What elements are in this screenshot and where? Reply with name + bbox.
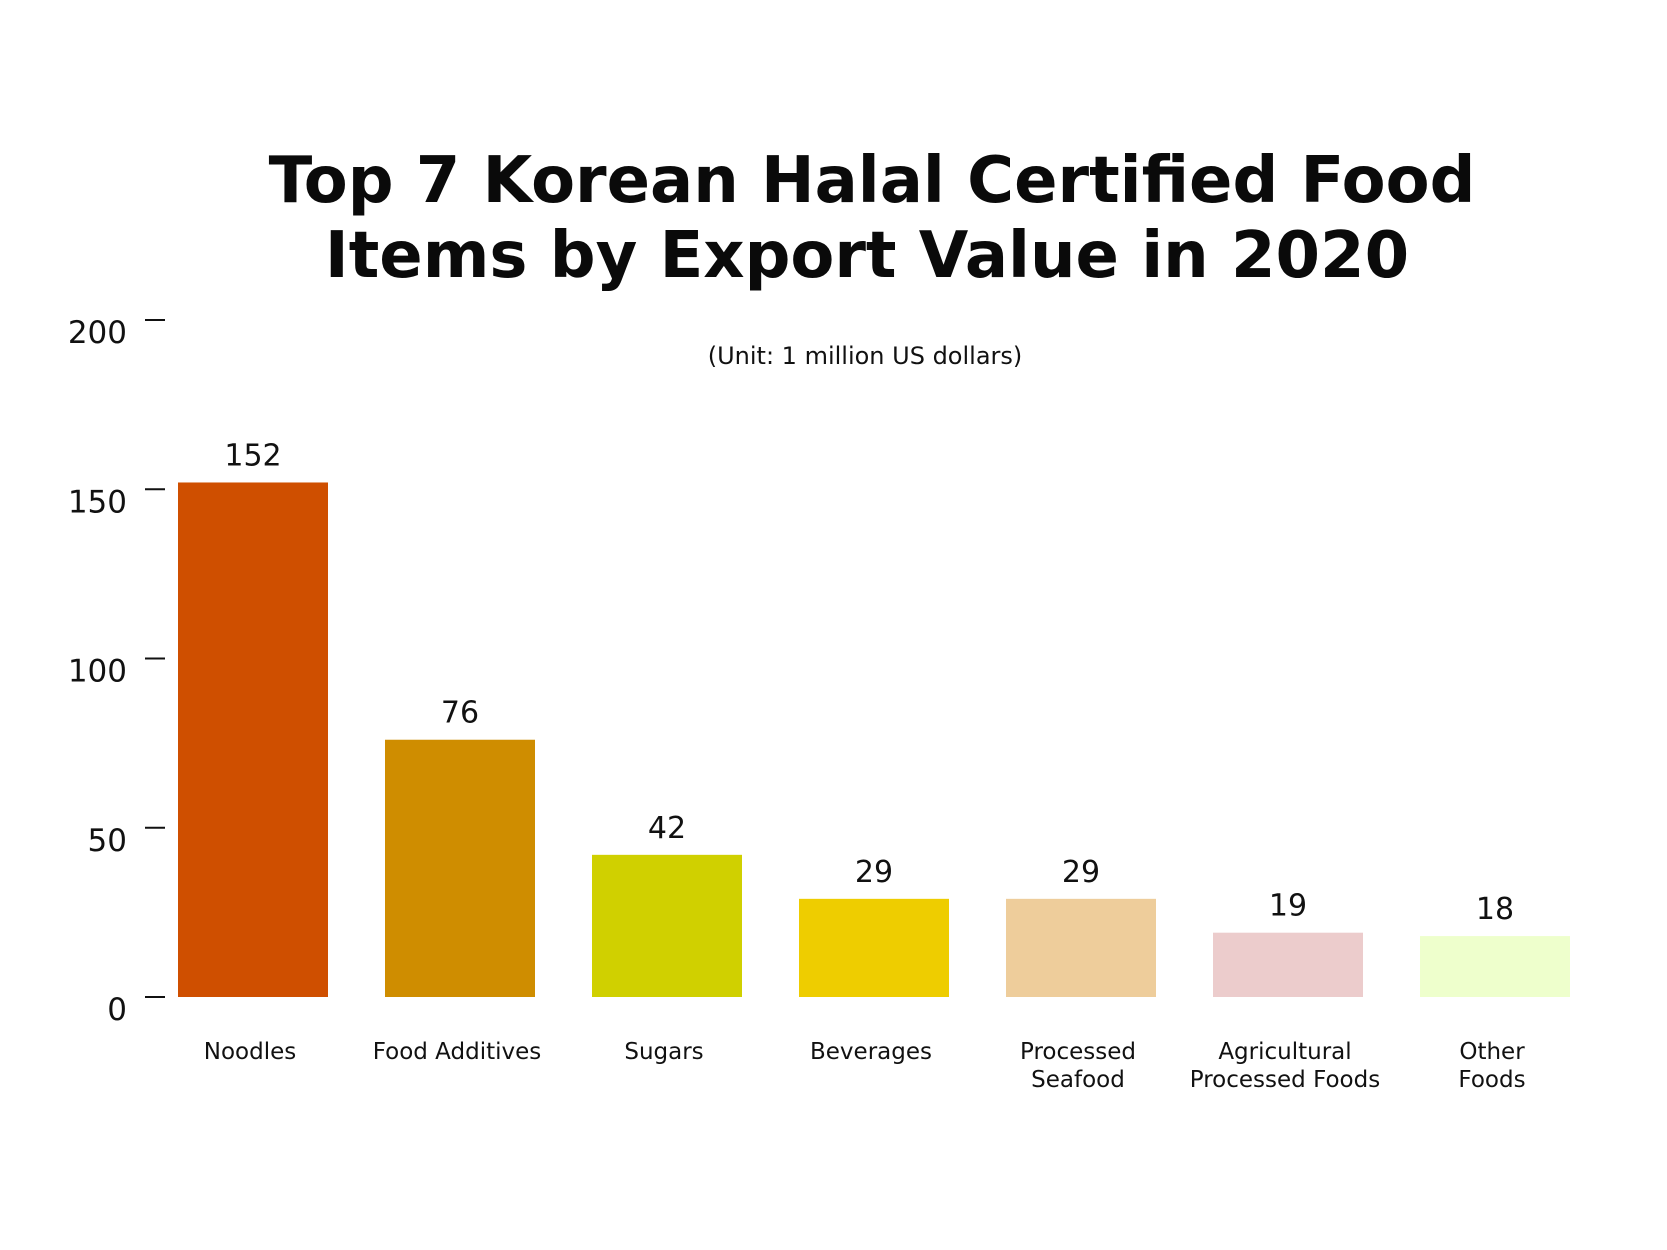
x-tick-label-food-additives: Food Additives: [373, 1039, 542, 1065]
x-tick-label-noodles: Noodles: [204, 1039, 296, 1065]
value-label-beverages: 29: [855, 855, 893, 890]
bar-sugars: [592, 854, 742, 997]
x-tick-label-processed-seafood-line-1: Processed: [1020, 1039, 1136, 1065]
chart-title: Top 7 Korean Halal Certified Food Items …: [269, 144, 1476, 293]
chart-title-line-2: Items by Export Value in 2020: [325, 219, 1409, 293]
x-tick-label-agricultural-processed-foods-line-1: Agricultural: [1218, 1039, 1351, 1065]
y-tick-label-150: 150: [68, 484, 127, 520]
value-label-food-additives: 76: [441, 696, 479, 731]
y-tick-label-200: 200: [68, 315, 127, 351]
bar-agricultural-processed-foods: [1213, 932, 1363, 997]
x-tick-label-processed-seafood-line-2: Seafood: [1031, 1067, 1125, 1093]
chart-title-line-1: Top 7 Korean Halal Certified Food: [269, 144, 1476, 218]
x-tick-label-beverages: Beverages: [810, 1039, 932, 1065]
bars-group: [178, 482, 1570, 998]
chart-subtitle: (Unit: 1 million US dollars): [708, 342, 1023, 370]
value-label-sugars: 42: [648, 811, 686, 846]
bar-food-additives: [385, 739, 535, 997]
value-label-other-foods: 18: [1476, 892, 1514, 927]
bar-noodles: [178, 482, 328, 998]
y-tick-label-0: 0: [107, 992, 127, 1028]
y-tick-label-100: 100: [68, 654, 127, 690]
bar-processed-seafood: [1006, 898, 1156, 997]
bar-other-foods: [1420, 936, 1570, 997]
x-tick-label-agricultural-processed-foods-line-2: Processed Foods: [1190, 1067, 1380, 1093]
value-label-noodles: 152: [224, 438, 281, 473]
x-tick-label-other-foods-line-2: Foods: [1458, 1067, 1525, 1093]
y-axis: 0 50 100 150 200: [68, 315, 165, 1028]
x-tick-label-other-foods-line-1: Other: [1459, 1039, 1525, 1065]
bar-beverages: [799, 898, 949, 997]
value-labels-group: 152 76 42 29 29 19 18: [224, 438, 1514, 927]
x-axis-labels: Noodles Food Additives Sugars Beverages Proc…: [204, 1039, 1526, 1093]
value-label-processed-seafood: 29: [1062, 855, 1100, 890]
y-tick-label-50: 50: [88, 823, 127, 859]
value-label-agricultural-processed-foods: 19: [1269, 889, 1307, 924]
x-tick-label-sugars: Sugars: [624, 1039, 703, 1065]
